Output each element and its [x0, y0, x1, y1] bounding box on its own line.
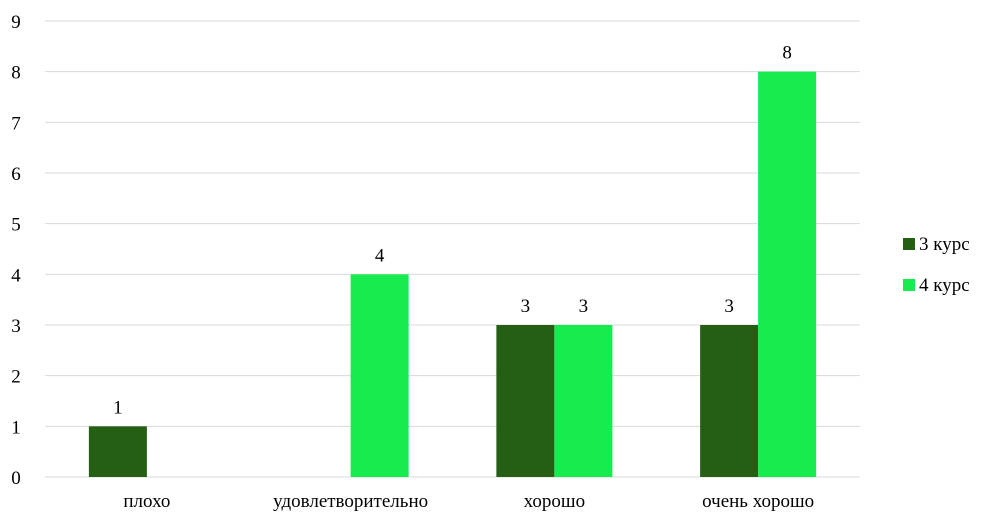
legend-swatch — [903, 279, 915, 291]
y-tick-label: 1 — [11, 417, 21, 438]
legend-swatch — [903, 238, 915, 250]
x-axis-categories: плохо удовлетворительно хорошо очень хорошо — [123, 491, 814, 512]
legend: 3 курс 4 курс — [903, 234, 970, 296]
bar-series-3 — [496, 325, 555, 477]
x-category-label: очень хорошо — [702, 491, 814, 512]
bar-series-4 — [554, 325, 613, 477]
x-category-label: хорошо — [524, 491, 585, 512]
y-tick-label: 0 — [11, 468, 21, 489]
data-label: 1 — [113, 397, 123, 418]
y-tick-label: 6 — [11, 164, 21, 185]
x-category-label: плохо — [123, 491, 170, 512]
data-label: 4 — [375, 245, 385, 266]
y-tick-label: 7 — [11, 113, 21, 134]
data-label: 3 — [521, 296, 531, 317]
bar-series-4 — [350, 274, 409, 477]
gridlines — [45, 20, 860, 478]
x-category-label: удовлетворительно — [273, 491, 428, 512]
bars — [88, 71, 817, 478]
y-tick-label: 8 — [11, 63, 21, 84]
y-tick-label: 9 — [11, 12, 21, 33]
data-label: 3 — [579, 296, 589, 317]
bar-series-4 — [758, 71, 817, 478]
data-label: 3 — [724, 296, 734, 317]
data-labels: 1 4 3 3 3 8 — [113, 43, 792, 419]
y-tick-label: 4 — [11, 265, 21, 286]
legend-label: 3 курс — [919, 234, 970, 255]
y-axis-ticks: 0 1 2 3 4 5 6 7 8 9 — [11, 12, 21, 489]
bar-series-3 — [88, 426, 147, 477]
y-tick-label: 3 — [11, 316, 21, 337]
data-label: 8 — [782, 43, 792, 64]
y-tick-label: 5 — [11, 215, 21, 236]
legend-label: 4 курс — [919, 275, 970, 296]
y-tick-label: 2 — [11, 367, 21, 388]
bar-series-3 — [700, 325, 759, 477]
